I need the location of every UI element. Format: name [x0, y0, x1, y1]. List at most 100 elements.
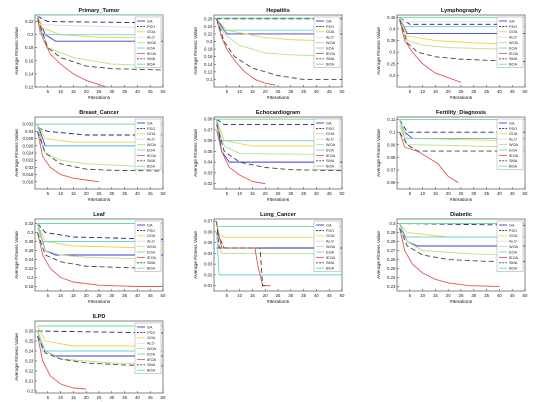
series-line-eoa: [37, 124, 163, 147]
legend-label: BOA: [326, 165, 334, 169]
y-tick-label: 0.03: [204, 170, 213, 175]
series-line-eoa: [216, 231, 342, 276]
x-axis-label: #Iterations: [88, 197, 111, 203]
chart-7: Leaf 5 10 15 20 25 30 35 40 45 50 0.18 0.2 0.22 0.24 0.…: [14, 212, 166, 305]
x-tick-label: 20: [446, 191, 451, 196]
x-tick-label: 30: [471, 191, 476, 196]
legend-label: PSO: [326, 229, 334, 233]
x-tick-label: 50: [161, 191, 166, 196]
x-tick-label: 35: [301, 293, 306, 298]
legend-label: SMA: [147, 261, 156, 265]
y-tick-label: 0.32: [25, 221, 34, 226]
legend-label: IEOA: [509, 154, 519, 158]
legend-label: PSO: [147, 25, 155, 29]
x-tick-label: 5: [226, 89, 229, 94]
series-line-ieoa: [37, 20, 107, 87]
y-tick-label: 0.01: [204, 283, 213, 288]
legend-label: WOA: [147, 347, 157, 351]
legend-label: IEOA: [147, 358, 157, 362]
x-tick-label: 20: [446, 89, 451, 94]
legend-label: WOA: [326, 245, 336, 249]
x-tick-label: 15: [71, 293, 76, 298]
y-tick-label: 0.35: [387, 38, 396, 43]
y-tick-label: 0.02: [204, 272, 213, 277]
legend-label: GOA: [147, 132, 156, 136]
x-tick-label: 25: [276, 293, 281, 298]
y-tick-label: 0.016: [23, 179, 35, 184]
legend-label: GA: [326, 19, 332, 23]
y-tick-label: 0.04: [204, 251, 213, 256]
legend-label: BOA: [147, 369, 155, 373]
legend-label: SMA: [326, 159, 335, 163]
y-tick-label: 0.3: [389, 50, 396, 55]
y-tick-label: 0.16: [204, 54, 213, 59]
x-tick-label: 30: [288, 191, 293, 196]
x-axis-label: #Iterations: [267, 299, 290, 305]
y-tick-label: 0.018: [23, 172, 35, 177]
x-tick-label: 5: [409, 191, 412, 196]
legend-label: GA: [326, 223, 332, 227]
series-line-pso: [37, 223, 163, 240]
legend-label: WOA: [326, 41, 336, 45]
legend-label: SMA: [326, 261, 335, 265]
legend-label: PSO: [509, 25, 517, 29]
x-tick-label: 35: [484, 293, 489, 298]
y-tick-label: 0.05: [204, 240, 213, 245]
x-tick-label: 50: [340, 191, 345, 196]
series-line-goa: [216, 118, 342, 147]
legend-label: GOA: [326, 234, 335, 238]
x-tick-label: 15: [71, 191, 76, 196]
x-tick-label: 40: [135, 191, 140, 196]
x-tick-label: 25: [97, 395, 102, 400]
x-tick-label: 45: [327, 191, 332, 196]
chart-title: Leaf: [93, 212, 105, 218]
legend-label: SMA: [326, 57, 335, 61]
x-axis-label: #Iterations: [450, 95, 473, 101]
x-axis-label: #Iterations: [450, 197, 473, 203]
legend-label: EOA: [326, 250, 334, 254]
y-tick-label: 0.026: [23, 143, 35, 148]
chart-title: Lung_Cancer: [260, 212, 297, 218]
y-tick-label: 0.03: [25, 129, 34, 134]
y-axis-label: Average Fitness Value: [376, 129, 382, 177]
y-axis-label: Average Fitness Value: [193, 27, 199, 75]
series-line-ieoa: [216, 129, 266, 185]
y-tick-label: 0.25: [387, 266, 396, 271]
y-axis-label: Average Fitness Value: [14, 27, 20, 75]
series-line-goa: [399, 17, 525, 45]
y-tick-label: 0.21: [25, 379, 34, 384]
legend-label: PSO: [326, 25, 334, 29]
x-tick-label: 30: [109, 89, 114, 94]
series-line-sma: [216, 18, 342, 80]
legend-label: ALO: [147, 138, 155, 142]
x-axis-label: #Iterations: [450, 299, 473, 305]
x-tick-label: 35: [484, 191, 489, 196]
legend-label: WOA: [509, 41, 519, 45]
legend-label: EOA: [147, 148, 155, 152]
y-tick-label: 0.22: [25, 369, 34, 374]
y-tick-label: 0.04: [204, 160, 213, 165]
y-tick-label: 0.14: [25, 71, 34, 76]
y-tick-label: 0.22: [25, 266, 34, 271]
y-axis-label: Average Fitness Value: [376, 231, 382, 279]
legend-label: BOA: [509, 267, 517, 271]
y-tick-label: 0.02: [25, 165, 34, 170]
x-tick-label: 40: [497, 293, 502, 298]
legend-label: PSO: [147, 331, 155, 335]
series-line-goa: [37, 325, 163, 347]
x-tick-label: 35: [301, 89, 306, 94]
legend-label: ALO: [147, 342, 155, 346]
y-tick-label: 0.06: [204, 138, 213, 143]
x-tick-label: 20: [446, 293, 451, 298]
legend-label: SMA: [509, 159, 518, 163]
legend-label: PSO: [147, 127, 155, 131]
x-tick-label: 50: [161, 293, 166, 298]
series-line-eoa: [37, 223, 163, 242]
y-tick-label: 0.24: [204, 24, 213, 29]
x-tick-label: 20: [263, 89, 268, 94]
